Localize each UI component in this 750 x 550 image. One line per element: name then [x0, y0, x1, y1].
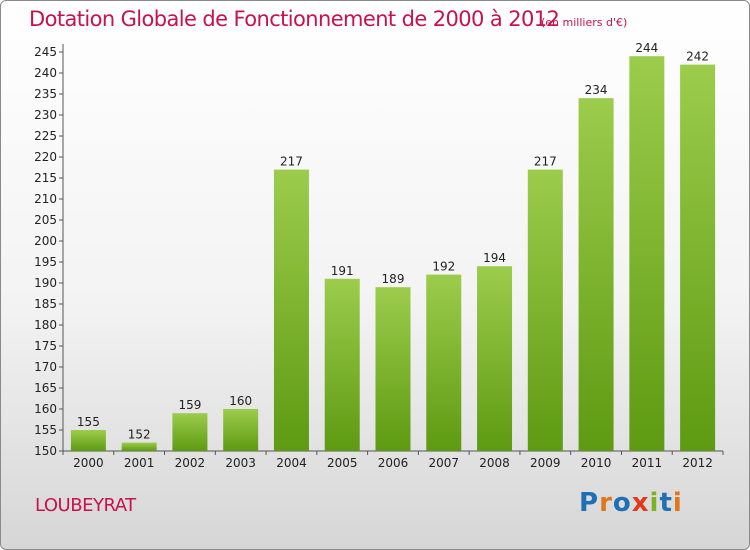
data-label: 152: [128, 428, 151, 442]
proxiti-logo: Proxiti: [579, 488, 683, 518]
y-tick-label: 150: [34, 444, 57, 458]
data-label: 192: [432, 260, 455, 274]
x-tick-label: 2009: [530, 456, 561, 470]
data-label: 191: [331, 264, 354, 278]
bar: [426, 274, 462, 451]
y-tick-label: 180: [34, 318, 57, 332]
commune-name: LOUBEYRAT: [35, 495, 136, 516]
x-tick-label: 2005: [327, 456, 358, 470]
data-label: 244: [635, 41, 658, 55]
bar: [629, 56, 665, 451]
y-tick-label: 205: [34, 213, 57, 227]
x-tick-label: 2010: [581, 456, 612, 470]
bar: [477, 266, 513, 451]
bar: [578, 98, 614, 451]
y-tick-label: 240: [34, 66, 57, 80]
brand-letter: i: [649, 488, 660, 518]
y-tick-label: 245: [34, 45, 57, 59]
data-label: 160: [229, 394, 252, 408]
brand-letter: i: [672, 488, 683, 518]
data-label: 242: [686, 50, 709, 64]
bar: [172, 413, 208, 451]
y-tick-label: 210: [34, 192, 57, 206]
bar: [70, 430, 106, 451]
x-tick-label: 2007: [428, 456, 459, 470]
bar: [324, 278, 360, 451]
x-tick-label: 2000: [73, 456, 104, 470]
bar: [223, 409, 259, 451]
bar: [680, 64, 716, 451]
chart-subtitle: (en milliers d'€): [541, 16, 628, 29]
data-label: 159: [178, 398, 201, 412]
brand-letter: o: [612, 488, 632, 518]
brand-letter: r: [599, 488, 613, 518]
y-tick-label: 215: [34, 171, 57, 185]
y-tick-label: 220: [34, 150, 57, 164]
x-tick-label: 2006: [378, 456, 409, 470]
data-label: 194: [483, 251, 506, 265]
x-tick-label: 2002: [175, 456, 206, 470]
y-tick-label: 235: [34, 87, 57, 101]
x-tick-label: 2012: [682, 456, 713, 470]
x-tick-label: 2003: [225, 456, 256, 470]
x-tick-label: 2008: [479, 456, 510, 470]
brand-letter: t: [659, 488, 673, 518]
y-tick-label: 185: [34, 297, 57, 311]
y-tick-label: 175: [34, 339, 57, 353]
data-label: 234: [585, 83, 608, 97]
bar: [273, 169, 309, 451]
y-tick-label: 230: [34, 108, 57, 122]
bar: [527, 169, 563, 451]
y-tick-label: 170: [34, 360, 57, 374]
y-tick-label: 155: [34, 423, 57, 437]
brand-letter: x: [631, 488, 650, 518]
data-label: 155: [77, 415, 100, 429]
data-label: 189: [382, 272, 405, 286]
brand-letter: P: [579, 488, 600, 518]
data-label: 217: [534, 155, 557, 169]
y-tick-label: 200: [34, 234, 57, 248]
x-tick-label: 2011: [632, 456, 663, 470]
y-tick-label: 195: [34, 255, 57, 269]
y-tick-label: 165: [34, 381, 57, 395]
y-tick-label: 225: [34, 129, 57, 143]
bar: [375, 287, 411, 451]
x-tick-label: 2001: [124, 456, 155, 470]
y-tick-label: 160: [34, 402, 57, 416]
chart-title: Dotation Globale de Fonctionnement de 20…: [29, 7, 560, 31]
bar: [121, 442, 157, 451]
data-label: 217: [280, 155, 303, 169]
y-tick-label: 190: [34, 276, 57, 290]
x-tick-label: 2004: [276, 456, 307, 470]
